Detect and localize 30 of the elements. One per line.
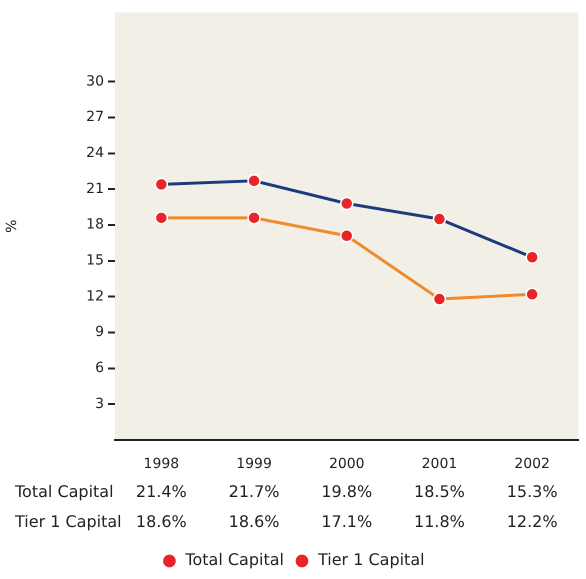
data-label: 21.7% bbox=[228, 482, 280, 501]
data-label: 18.6% bbox=[228, 512, 280, 531]
text: Total Capital bbox=[15, 482, 114, 501]
data-label: 11.8% bbox=[414, 512, 465, 531]
y-tick-label: 9 bbox=[95, 324, 104, 340]
x-tick-label: 1998 bbox=[144, 456, 180, 472]
y-tick-label: 21 bbox=[86, 180, 104, 197]
data-label: 12.2% bbox=[506, 512, 558, 531]
y-tick-label: 6 bbox=[95, 360, 104, 376]
data-label: 17.1% bbox=[321, 512, 372, 531]
legend-label: Tier 1 Capital bbox=[316, 550, 425, 570]
data-label: 18.5% bbox=[414, 482, 465, 501]
y-tick-label: 24 bbox=[86, 144, 104, 161]
data-label: 18.6% bbox=[136, 512, 187, 531]
x-tick-label: 2001 bbox=[422, 456, 458, 472]
x-tick-label: 2000 bbox=[328, 456, 365, 472]
legend-label: Total Capital bbox=[184, 550, 284, 570]
y-tick-label: 30 bbox=[86, 73, 104, 90]
data-label: 15.3% bbox=[506, 482, 558, 501]
y-tick-label: 12 bbox=[86, 288, 104, 304]
x-tick-label: 2002 bbox=[514, 456, 550, 472]
y-tick-label: 15 bbox=[86, 252, 104, 268]
data-label: 21.4% bbox=[136, 482, 187, 501]
data-label: 19.8% bbox=[321, 482, 372, 501]
x-tick-label: 1999 bbox=[236, 456, 272, 472]
y-tick-label: 18 bbox=[86, 216, 104, 233]
y-axis-title: % bbox=[4, 220, 20, 233]
text: Tier 1 Capital bbox=[15, 512, 122, 531]
y-tick-label: 3 bbox=[95, 396, 104, 412]
y-tick-label: 27 bbox=[86, 109, 104, 126]
